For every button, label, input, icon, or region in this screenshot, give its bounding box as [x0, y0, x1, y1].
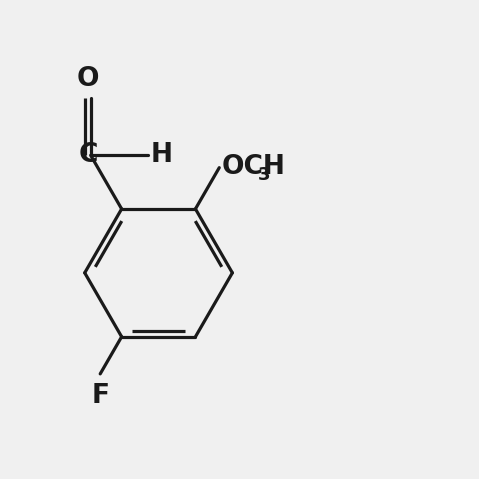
Text: O: O — [77, 66, 99, 92]
Text: C: C — [79, 142, 98, 168]
Text: H: H — [150, 142, 172, 168]
Text: F: F — [91, 383, 109, 410]
Text: 3: 3 — [258, 166, 271, 184]
Text: OCH: OCH — [222, 154, 286, 180]
